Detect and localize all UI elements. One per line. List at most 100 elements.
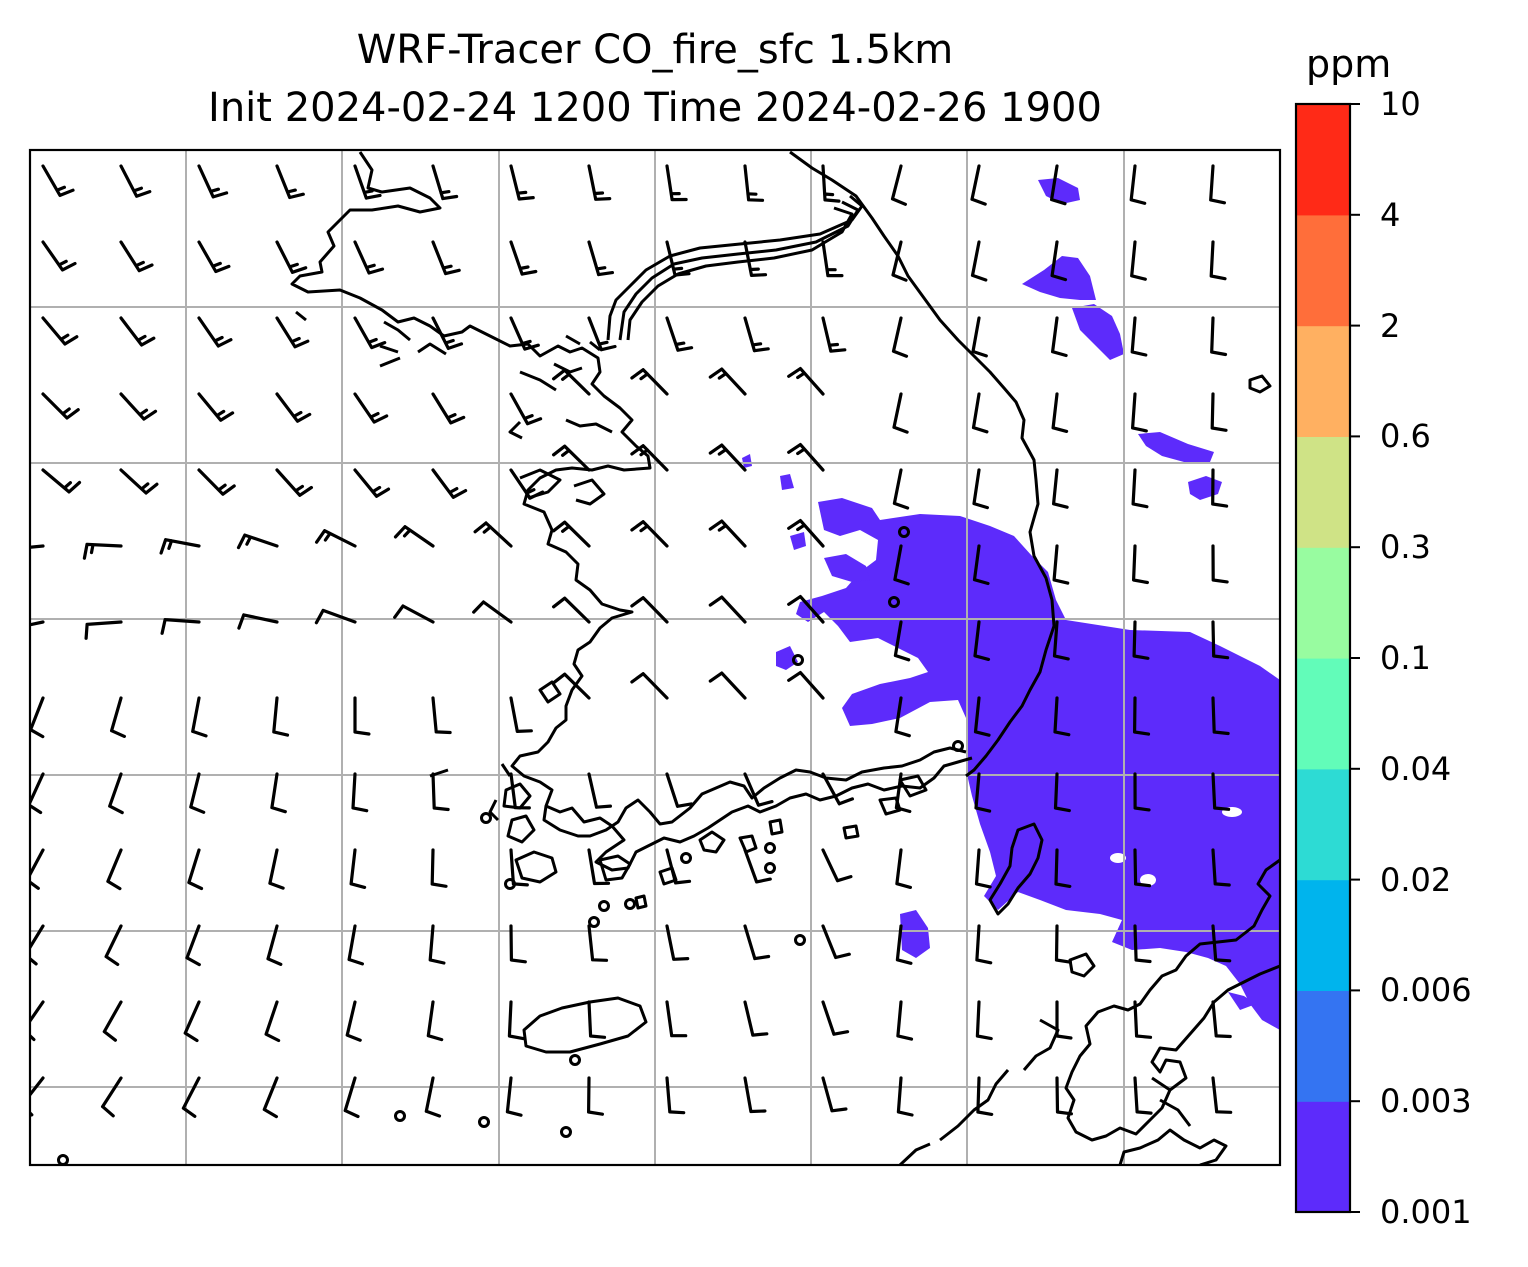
wind-barb-49 xyxy=(119,392,158,421)
wind-barb-102 xyxy=(472,600,513,624)
wind-barb-169 xyxy=(743,924,771,961)
wind-barb-106 xyxy=(787,595,825,624)
wind-barb-123 xyxy=(894,696,911,738)
coastline-japan-south xyxy=(1118,1128,1228,1165)
wind-barb-111 xyxy=(1211,620,1230,660)
wind-barb-150 xyxy=(509,848,529,887)
wind-barb-2 xyxy=(197,164,229,199)
island-dot-15 xyxy=(480,812,492,824)
wind-barb-103 xyxy=(552,596,591,624)
wind-barb-6 xyxy=(509,164,535,201)
co-plume-region-0 xyxy=(1038,178,1080,204)
coastline-west-detail-b xyxy=(488,680,562,884)
wind-barb-178 xyxy=(183,1000,201,1043)
wind-barb-82 xyxy=(159,538,201,555)
wind-barb-133 xyxy=(431,772,450,812)
wind-barb-27 xyxy=(891,240,908,282)
wind-barb-41 xyxy=(743,316,770,353)
wind-barb-108 xyxy=(973,620,991,661)
wind-barb-18 xyxy=(197,240,231,274)
wind-barb-81 xyxy=(82,542,123,560)
wind-barb-125 xyxy=(1053,696,1071,737)
wind-barb-15 xyxy=(1209,164,1226,205)
wind-barb-94 xyxy=(1132,544,1149,585)
wind-barb-142 xyxy=(1133,772,1151,812)
wind-barb-37 xyxy=(431,316,464,350)
wind-barb-124 xyxy=(973,696,991,737)
wind-barb-149 xyxy=(430,848,448,888)
wind-barb-144 xyxy=(30,848,45,890)
wind-barb-86 xyxy=(473,521,513,548)
wind-barb-84 xyxy=(315,529,357,548)
wind-barb-191 xyxy=(1211,1000,1232,1039)
wind-barb-93 xyxy=(1052,544,1070,585)
wind-barb-122 xyxy=(787,671,825,700)
wind-barb-145 xyxy=(106,848,123,891)
wind-barb-172 xyxy=(975,924,993,965)
wind-barb-110 xyxy=(1132,620,1150,660)
island-dot-7 xyxy=(764,842,776,854)
wind-barb-104 xyxy=(630,596,669,624)
wind-barb-95 xyxy=(1211,544,1229,584)
wind-barb-68 xyxy=(353,468,391,498)
wind-barb-46 xyxy=(1130,316,1148,357)
co-plume-region-10 xyxy=(776,646,798,670)
wind-barb-109 xyxy=(1052,620,1070,661)
wind-barb-5 xyxy=(431,164,459,201)
wind-barb-168 xyxy=(665,924,690,961)
wind-barb-71 xyxy=(552,444,591,472)
wind-barb-100 xyxy=(314,608,357,625)
co-plume-region-9 xyxy=(824,554,870,582)
wind-barb-66 xyxy=(197,468,236,496)
wind-barb-180 xyxy=(345,1000,362,1042)
island-dot-1 xyxy=(394,1110,406,1122)
wind-barb-181 xyxy=(426,1000,444,1042)
wind-barb-157 xyxy=(1054,848,1072,888)
colorbar-segment-1 xyxy=(1296,990,1350,1102)
wind-barb-43 xyxy=(891,316,909,358)
wind-barb-62 xyxy=(1131,392,1148,433)
colorbar-tick-label-2: 0.006 xyxy=(1380,971,1472,1010)
colorbar-tick-label-8: 2 xyxy=(1380,306,1401,345)
colorbar-segment-4 xyxy=(1296,658,1350,770)
colorbar-segment-3 xyxy=(1296,768,1350,881)
wind-barb-91 xyxy=(893,544,910,586)
wind-barb-67 xyxy=(275,468,313,497)
map-title-line-1: WRF-Tracer CO_fire_sfc 1.5km xyxy=(356,27,954,73)
wind-barb-190 xyxy=(1133,1000,1153,1039)
colorbar-segment-2 xyxy=(1296,879,1350,991)
coastline-kyushu-islands xyxy=(898,1018,1192,1165)
wind-barb-171 xyxy=(895,924,913,965)
wind-barb-77 xyxy=(1052,468,1069,509)
wind-barb-4 xyxy=(353,164,382,200)
wind-barb-73 xyxy=(708,443,747,472)
wind-barb-70 xyxy=(509,468,545,500)
wind-barb-59 xyxy=(892,392,909,434)
wind-barb-44 xyxy=(971,316,988,358)
wind-barb-36 xyxy=(353,316,387,350)
wind-barb-113 xyxy=(110,696,126,738)
colorbar-segment-8 xyxy=(1296,214,1350,327)
wind-barb-179 xyxy=(264,1000,281,1043)
colorbar-tick-label-1: 0.003 xyxy=(1380,1082,1472,1121)
wind-barb-183 xyxy=(587,1000,607,1039)
colorbar-tick-label-5: 0.1 xyxy=(1380,639,1431,677)
colorbar-tick-label-10: 10 xyxy=(1380,85,1421,123)
wind-barb-45 xyxy=(1051,316,1068,358)
wind-barb-74 xyxy=(787,443,825,472)
wind-barb-137 xyxy=(743,772,774,807)
co-plume-region-2 xyxy=(1072,304,1124,360)
wind-barb-64 xyxy=(41,468,82,494)
wind-barb-207 xyxy=(1211,1076,1233,1114)
coastline-jeju xyxy=(522,996,648,1054)
coastline-nk-west-detail xyxy=(295,310,583,392)
wind-barb-10 xyxy=(821,164,841,203)
coastline-south-coast xyxy=(545,756,973,872)
wind-barb-177 xyxy=(102,1000,123,1042)
wind-barb-26 xyxy=(821,240,844,278)
wind-barb-40 xyxy=(665,316,694,352)
wind-barb-118 xyxy=(509,696,533,733)
wind-barb-159 xyxy=(1211,848,1231,887)
wind-barb-167 xyxy=(587,924,609,962)
wind-barb-98 xyxy=(160,618,201,635)
